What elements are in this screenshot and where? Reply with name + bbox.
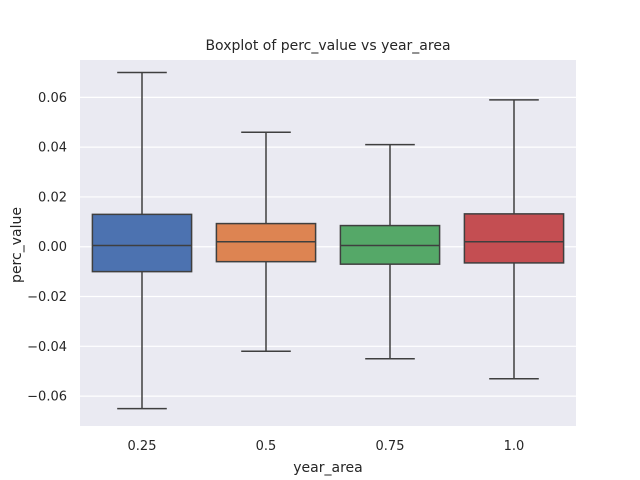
y-tick-label: 0.04 <box>38 141 67 156</box>
box-iqr <box>463 213 565 264</box>
y-tick-label: 0.02 <box>38 190 67 205</box>
box-0.5 <box>215 131 317 353</box>
y-tick-label: 0.06 <box>38 91 67 106</box>
box-1.0 <box>463 99 565 380</box>
box-iqr <box>215 222 317 263</box>
x-tick-labels: 0.25 0.5 0.75 1.0 <box>128 439 525 454</box>
x-tick-label: 0.75 <box>376 439 405 454</box>
x-tick-label: 0.5 <box>256 439 277 454</box>
box-iqr <box>91 213 193 273</box>
y-tick-label: −0.04 <box>27 340 67 355</box>
y-tick-labels: −0.06 −0.04 −0.02 0.00 0.02 0.04 0.06 <box>27 91 67 405</box>
y-tick-label: −0.06 <box>27 390 67 405</box>
x-tick-label: 1.0 <box>504 439 525 454</box>
y-tick-label: −0.02 <box>27 290 67 305</box>
x-axis-label: year_area <box>293 460 362 476</box>
x-tick-label: 0.25 <box>128 439 157 454</box>
box-0.75 <box>339 143 441 360</box>
boxes-group <box>91 71 565 410</box>
box-0.25 <box>91 71 193 410</box>
y-axis-label: perc_value <box>9 207 25 283</box>
y-tick-label: 0.00 <box>38 240 67 255</box>
chart-title: Boxplot of perc_value vs year_area <box>205 38 450 54</box>
